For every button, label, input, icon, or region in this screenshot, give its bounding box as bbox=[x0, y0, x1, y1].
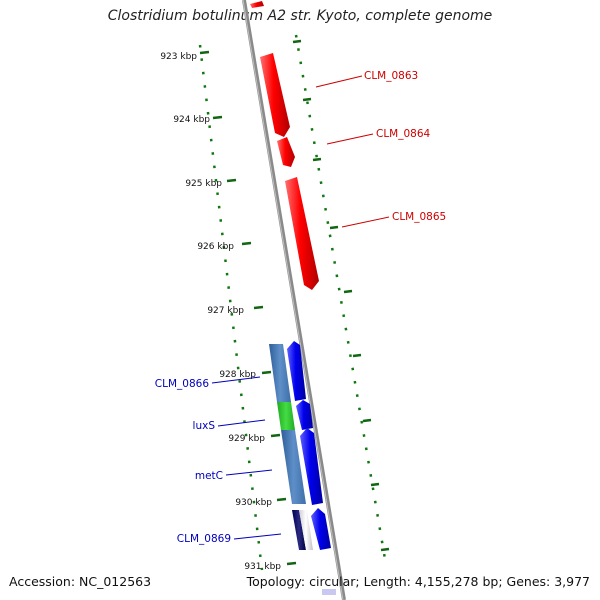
accession-text: Accession: NC_012563 bbox=[9, 574, 152, 589]
gene-arrow-partial-top bbox=[250, 1, 264, 8]
outer-major-ticks bbox=[292, 39, 390, 552]
label-clm-0865[interactable]: CLM_0865 bbox=[392, 211, 446, 223]
tick-label-931: 931 kbp bbox=[244, 562, 281, 572]
track-segment-clm-0869-light bbox=[299, 510, 313, 550]
tick-label-928: 928 kbp bbox=[219, 370, 256, 380]
label-metc[interactable]: metC bbox=[195, 470, 223, 482]
major-ticks bbox=[199, 50, 297, 566]
tick-label-923: 923 kbp bbox=[160, 52, 197, 62]
label-clm-0869[interactable]: CLM_0869 bbox=[177, 533, 231, 545]
tick-label-924: 924 kbp bbox=[173, 115, 210, 125]
tick-label-927: 927 kbp bbox=[207, 306, 244, 316]
gene-arrow-clm-0869[interactable] bbox=[311, 508, 331, 550]
right-labels: CLM_0863 CLM_0864 CLM_0865 bbox=[315, 70, 446, 228]
track-segment-metc bbox=[281, 430, 306, 504]
tick-label-930: 930 kbp bbox=[235, 498, 272, 508]
gene-arrow-luxs[interactable] bbox=[296, 400, 313, 430]
tick-label-929: 929 kbp bbox=[228, 434, 265, 444]
gene-arrow-metc[interactable] bbox=[300, 428, 323, 505]
track-segment-clm-0869-dark bbox=[292, 510, 306, 550]
genome-title: Clostridium botulinum A2 str. Kyoto, com… bbox=[107, 8, 493, 24]
genome-summary-text: Topology: circular; Length: 4,155,278 bp… bbox=[246, 574, 590, 589]
label-clm-0863[interactable]: CLM_0863 bbox=[364, 70, 418, 82]
tick-label-925: 925 kbp bbox=[185, 179, 222, 189]
gene-arrow-clm-0865[interactable] bbox=[285, 177, 319, 290]
label-clm-0866[interactable]: CLM_0866 bbox=[155, 378, 210, 390]
label-clm-0864[interactable]: CLM_0864 bbox=[376, 128, 431, 140]
gene-partial-bottom bbox=[322, 589, 336, 595]
genome-backbone bbox=[242, 0, 346, 600]
track-segment-luxs bbox=[277, 402, 295, 430]
track-segment-clm-0866 bbox=[269, 344, 291, 402]
left-labels: CLM_0866 luxS metC CLM_0869 bbox=[155, 376, 282, 545]
label-luxs[interactable]: luxS bbox=[193, 420, 216, 432]
genome-backbone-highlight bbox=[242, 0, 344, 600]
tick-label-926: 926 kbp bbox=[197, 242, 234, 252]
gene-arrow-clm-0864[interactable] bbox=[277, 137, 295, 167]
outer-dotted-track bbox=[294, 34, 388, 566]
gene-arrow-clm-0866[interactable] bbox=[287, 341, 306, 401]
gene-arrow-clm-0863[interactable] bbox=[260, 53, 290, 137]
